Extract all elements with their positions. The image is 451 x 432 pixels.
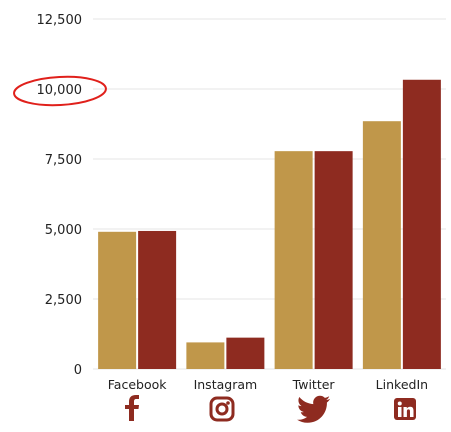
y-tick-label: 0 bbox=[74, 363, 82, 378]
bar-linkedin-series-2 bbox=[402, 79, 441, 369]
annotations bbox=[13, 75, 107, 107]
highlight-ellipse bbox=[13, 75, 107, 107]
x-category-label-linkedin: LinkedIn bbox=[376, 377, 428, 392]
category-icons bbox=[125, 395, 416, 423]
bar-instagram-series-1 bbox=[186, 342, 225, 369]
y-tick-label: 2,500 bbox=[45, 293, 82, 308]
instagram-icon bbox=[209, 396, 235, 422]
y-tick-label: 5,000 bbox=[45, 223, 82, 238]
bar-linkedin-series-1 bbox=[362, 121, 401, 369]
bar-twitter-series-2 bbox=[314, 151, 353, 369]
x-category-label-twitter: Twitter bbox=[292, 377, 336, 392]
twitter-icon bbox=[297, 395, 331, 423]
bar-facebook-series-1 bbox=[98, 231, 137, 369]
x-axis-category-labels: Facebook Instagram Twitter LinkedIn bbox=[108, 377, 428, 392]
y-tick-label: 12,500 bbox=[37, 13, 83, 28]
y-tick-label: 7,500 bbox=[45, 153, 82, 168]
linkedin-icon bbox=[394, 398, 416, 420]
x-category-label-facebook: Facebook bbox=[108, 377, 167, 392]
y-axis-tick-labels: 0 2,500 5,000 7,500 10,000 12,500 bbox=[37, 13, 83, 378]
bar-twitter-series-1 bbox=[274, 151, 313, 369]
bars bbox=[98, 79, 441, 369]
x-category-label-instagram: Instagram bbox=[194, 377, 258, 392]
bar-instagram-series-2 bbox=[226, 337, 265, 369]
bar-facebook-series-2 bbox=[138, 230, 177, 369]
y-tick-label: 10,000 bbox=[37, 83, 83, 98]
facebook-icon bbox=[125, 395, 139, 421]
